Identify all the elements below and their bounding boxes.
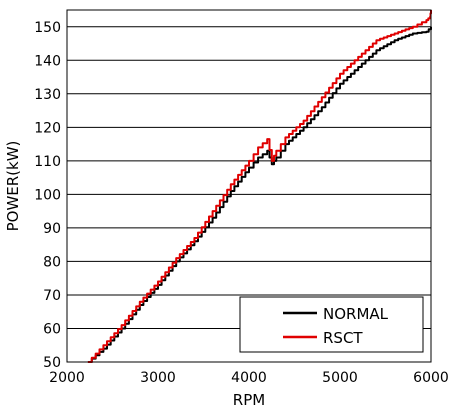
series-lines (87, 10, 432, 363)
y-tick-label: 90 (43, 221, 61, 237)
legend-label-normal: NORMAL (323, 305, 389, 323)
y-tick-label: 140 (34, 53, 61, 69)
y-tick-label: 130 (34, 87, 61, 103)
x-axis-title: RPM (233, 391, 265, 409)
y-axis-title: POWER(kW) (4, 141, 22, 232)
series-line-rsct (87, 10, 432, 363)
series-line-normal (87, 26, 432, 363)
legend: NORMAL RSCT (239, 296, 424, 353)
x-tick-label: 4000 (231, 370, 267, 386)
x-tick-label: 2000 (49, 370, 85, 386)
gridlines (67, 26, 431, 363)
x-tick-label: 6000 (413, 370, 449, 386)
y-tick-label: 50 (43, 355, 61, 371)
y-tick-label: 70 (43, 288, 61, 304)
x-tick-label: 5000 (322, 370, 358, 386)
y-tick-label: 110 (34, 154, 61, 170)
y-tick-label: 60 (43, 321, 61, 337)
x-tick-labels: 2000 3000 4000 5000 6000 (49, 370, 449, 386)
y-tick-label: 80 (43, 254, 61, 270)
y-tick-label: 120 (34, 120, 61, 136)
y-tick-label: 100 (34, 187, 61, 203)
y-tick-labels: 50 60 70 80 90 100 110 120 130 140 150 (34, 20, 61, 371)
x-tick-label: 3000 (140, 370, 176, 386)
legend-box (239, 296, 424, 353)
legend-label-rsct: RSCT (323, 329, 363, 347)
plot-frame (66, 9, 432, 363)
y-tick-label: 150 (34, 20, 61, 36)
